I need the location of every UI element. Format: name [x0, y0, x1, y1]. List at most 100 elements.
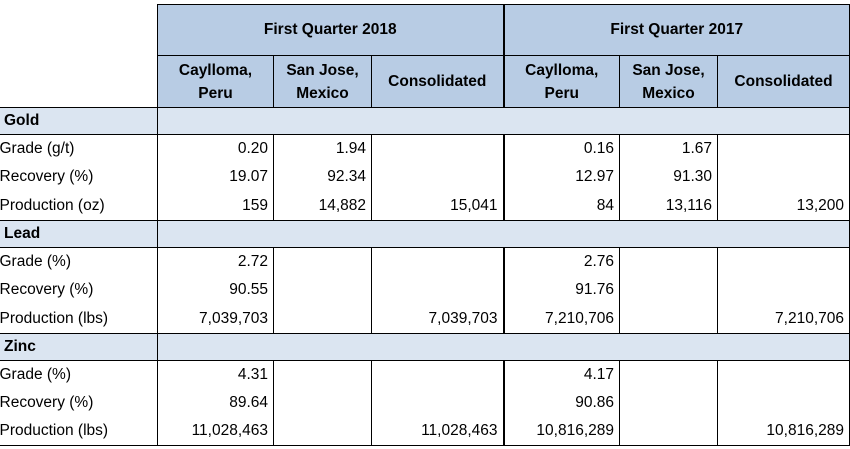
section-band-cell — [619, 219, 718, 248]
table-cell: 90.55 — [157, 275, 274, 305]
table-cell: 91.30 — [619, 163, 718, 192]
production-table: First Quarter 2018 First Quarter 2017 Ca… — [0, 4, 850, 447]
table-cell — [619, 417, 718, 447]
table-row: Grade (%) 2.72 2.76 — [0, 247, 850, 276]
table-cell — [371, 247, 505, 276]
column-header-san-jose-2018: San Jose, Mexico — [273, 55, 372, 108]
table-cell — [371, 360, 505, 389]
table-cell — [371, 163, 505, 192]
table-row: Production (lbs) 7,039,703 7,039,703 7,210,… — [0, 304, 850, 334]
table-cell: 10,816,289 — [503, 417, 620, 447]
row-label: Recovery (%) — [0, 388, 158, 418]
section-band-cell — [273, 107, 372, 135]
table-cell — [273, 247, 372, 276]
column-header-san-jose-2017: San Jose, Mexico — [619, 55, 718, 108]
section-band-cell — [619, 332, 718, 361]
table-cell: 7,039,703 — [371, 304, 505, 334]
section-band-cell — [157, 107, 274, 135]
table-row: Recovery (%) 89.64 90.86 — [0, 388, 850, 418]
section-band-cell — [619, 107, 718, 135]
table-row: Recovery (%) 90.55 91.76 — [0, 275, 850, 305]
location-header-row: Caylloma, Peru San Jose, Mexico Consolid… — [0, 55, 850, 108]
table-cell: 92.34 — [273, 163, 372, 192]
section-band-cell — [371, 332, 504, 361]
table-cell — [717, 134, 850, 164]
section-band-cell — [717, 332, 850, 361]
production-table-container: First Quarter 2018 First Quarter 2017 Ca… — [0, 4, 850, 447]
table-cell: 11,028,463 — [371, 417, 505, 447]
section-band-cell — [273, 219, 372, 248]
section-band-cell — [717, 107, 850, 135]
table-cell — [717, 388, 850, 418]
table-cell: 90.86 — [503, 388, 620, 418]
row-label: Recovery (%) — [0, 275, 158, 305]
table-cell: 15,041 — [371, 191, 505, 221]
section-band-cell — [273, 332, 372, 361]
section-band-cell — [371, 107, 504, 135]
table-cell: 2.72 — [157, 247, 274, 276]
row-label: Grade (%) — [0, 247, 158, 276]
table-cell — [619, 388, 718, 418]
period-header-2018: First Quarter 2018 — [157, 4, 505, 56]
table-cell — [371, 134, 505, 164]
row-label: Production (oz) — [0, 191, 158, 221]
section-band-cell — [503, 219, 620, 248]
table-row: Recovery (%) 19.07 92.34 12.97 91.30 — [0, 163, 850, 192]
section-label: Gold — [0, 107, 158, 135]
table-cell: 1.67 — [619, 134, 718, 164]
section-band-cell — [717, 219, 850, 248]
section-label: Zinc — [0, 332, 158, 361]
table-cell: 14,882 — [273, 191, 372, 221]
table-cell: 12.97 — [503, 163, 620, 192]
period-header-row: First Quarter 2018 First Quarter 2017 — [0, 4, 850, 56]
table-cell — [717, 163, 850, 192]
table-row: Production (oz) 159 14,882 15,041 84 13,116 13… — [0, 191, 850, 221]
table-cell — [717, 360, 850, 389]
table-cell: 2.76 — [503, 247, 620, 276]
section-band-cell — [157, 332, 274, 361]
table-cell — [619, 360, 718, 389]
table-cell: 11,028,463 — [157, 417, 274, 447]
table-cell — [273, 304, 372, 334]
table-cell — [717, 275, 850, 305]
table-cell: 4.17 — [503, 360, 620, 389]
section-band-cell — [503, 107, 620, 135]
table-cell: 0.16 — [503, 134, 620, 164]
table-cell — [273, 275, 372, 305]
table-row: Production (lbs) 11,028,463 11,028,463 10,8… — [0, 417, 850, 447]
table-cell — [371, 275, 505, 305]
section-row-lead: Lead — [0, 219, 850, 248]
table-cell — [717, 247, 850, 276]
table-cell — [371, 388, 505, 418]
table-cell: 7,210,706 — [717, 304, 850, 334]
section-row-zinc: Zinc — [0, 332, 850, 361]
column-header-caylloma-2017: Caylloma, Peru — [503, 55, 620, 108]
section-band-cell — [157, 219, 274, 248]
table-cell: 91.76 — [503, 275, 620, 305]
table-cell — [619, 247, 718, 276]
table-cell: 7,039,703 — [157, 304, 274, 334]
table-cell: 4.31 — [157, 360, 274, 389]
row-label: Grade (g/t) — [0, 134, 158, 164]
table-cell: 89.64 — [157, 388, 274, 418]
table-cell: 13,116 — [619, 191, 718, 221]
table-cell: 10,816,289 — [717, 417, 850, 447]
period-header-2017: First Quarter 2017 — [503, 4, 850, 56]
table-cell: 0.20 — [157, 134, 274, 164]
row-label: Production (lbs) — [0, 417, 158, 447]
table-cell: 13,200 — [717, 191, 850, 221]
section-band-cell — [371, 219, 504, 248]
table-cell — [273, 417, 372, 447]
table-cell: 159 — [157, 191, 274, 221]
table-cell — [273, 388, 372, 418]
table-cell — [273, 360, 372, 389]
row-label: Production (lbs) — [0, 304, 158, 334]
table-cell: 19.07 — [157, 163, 274, 192]
row-label: Grade (%) — [0, 360, 158, 389]
table-row: Grade (g/t) 0.20 1.94 0.16 1.67 — [0, 134, 850, 164]
table-cell: 7,210,706 — [503, 304, 620, 334]
row-label: Recovery (%) — [0, 163, 158, 192]
section-row-gold: Gold — [0, 107, 850, 135]
table-cell: 1.94 — [273, 134, 372, 164]
table-row: Grade (%) 4.31 4.17 — [0, 360, 850, 389]
